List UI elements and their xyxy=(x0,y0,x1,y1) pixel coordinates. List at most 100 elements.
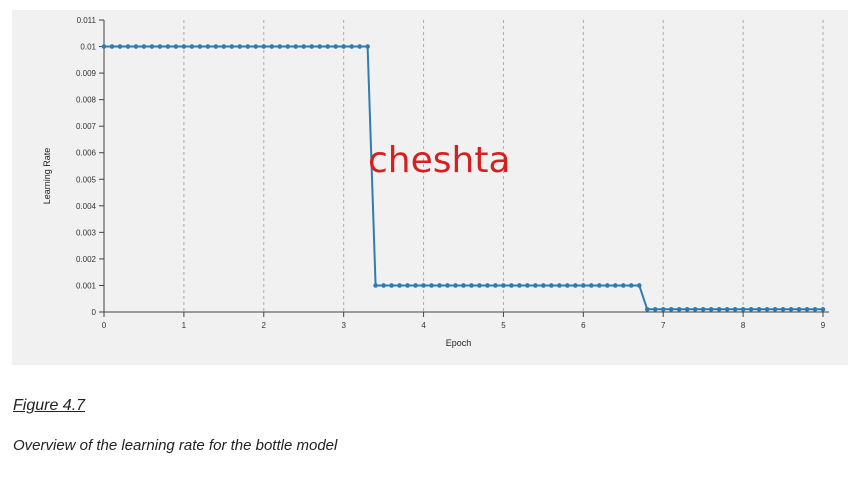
data-point xyxy=(413,283,418,288)
data-point xyxy=(740,307,746,312)
y-tick-label: 0.004 xyxy=(76,202,97,211)
data-point xyxy=(700,307,706,312)
data-point xyxy=(165,44,171,49)
y-tick-label: 0.008 xyxy=(76,96,97,105)
data-point xyxy=(117,44,123,49)
y-tick-label: 0 xyxy=(92,308,97,317)
y-tick-label: 0.009 xyxy=(76,69,97,78)
data-point xyxy=(565,283,570,288)
learning-rate-chart: 0 0.001 0.002 0.003 0.004 0.005 0.006 0.007 0.00… xyxy=(42,16,829,348)
y-axis-label: Learning Rate xyxy=(42,148,52,205)
data-point xyxy=(405,283,410,288)
data-point xyxy=(557,283,562,288)
data-point xyxy=(205,44,211,49)
x-axis-label: Epoch xyxy=(446,338,472,348)
data-point xyxy=(373,283,378,288)
data-point xyxy=(173,44,179,49)
figure-label: Figure 4.7 xyxy=(13,397,86,414)
data-point xyxy=(237,44,243,49)
data-point xyxy=(317,44,323,49)
data-point xyxy=(381,283,386,288)
data-point xyxy=(628,283,634,288)
data-point xyxy=(612,283,618,288)
grid-lines xyxy=(183,20,824,312)
data-point xyxy=(101,44,107,49)
data-point xyxy=(397,283,402,288)
data-point xyxy=(469,283,474,288)
data-point xyxy=(213,44,219,49)
data-point xyxy=(668,307,674,312)
data-point xyxy=(525,283,530,288)
x-tick-label: 0 xyxy=(102,321,107,330)
data-point xyxy=(780,307,786,312)
data-point xyxy=(293,44,299,49)
data-point xyxy=(493,283,498,288)
data-point xyxy=(133,44,139,49)
data-point xyxy=(533,283,538,288)
data-point xyxy=(357,44,362,49)
data-point xyxy=(509,283,514,288)
data-point xyxy=(756,307,762,312)
y-tick-label: 0.01 xyxy=(80,43,96,52)
data-point xyxy=(389,283,394,288)
data-point xyxy=(716,307,722,312)
data-point xyxy=(477,283,482,288)
data-point xyxy=(820,307,826,312)
data-point xyxy=(181,44,187,49)
y-axis: 0 0.001 0.002 0.003 0.004 0.005 0.006 0.007 0.00… xyxy=(76,16,105,317)
data-point xyxy=(589,283,594,288)
data-point xyxy=(724,307,730,312)
plot-area xyxy=(101,44,826,312)
data-point xyxy=(549,283,554,288)
data-point xyxy=(189,44,195,49)
data-point xyxy=(197,44,203,49)
data-point xyxy=(573,283,578,288)
data-point xyxy=(141,44,147,49)
data-point xyxy=(485,283,490,288)
data-point xyxy=(325,44,330,49)
data-point xyxy=(341,44,346,49)
data-point xyxy=(333,44,338,49)
data-point xyxy=(261,44,267,49)
x-tick-label: 6 xyxy=(581,321,586,330)
data-point xyxy=(461,283,466,288)
y-tick-label: 0.002 xyxy=(76,255,97,264)
y-tick-label: 0.001 xyxy=(76,281,97,290)
x-tick-label: 2 xyxy=(262,321,267,330)
y-tick-label: 0.003 xyxy=(76,228,97,237)
x-tick-label: 7 xyxy=(661,321,666,330)
data-point xyxy=(748,307,754,312)
data-point xyxy=(453,283,458,288)
data-point xyxy=(812,307,818,312)
data-point xyxy=(796,307,802,312)
x-tick-label: 1 xyxy=(182,321,187,330)
data-point xyxy=(788,307,794,312)
data-point xyxy=(285,44,291,49)
data-point xyxy=(445,283,450,288)
data-point xyxy=(157,44,163,49)
data-point xyxy=(349,44,354,49)
x-tick-label: 3 xyxy=(341,321,346,330)
chart-panel: 0 0.001 0.002 0.003 0.004 0.005 0.006 0.007 0.00… xyxy=(12,10,848,365)
data-point xyxy=(597,283,602,288)
x-tick-label: 5 xyxy=(501,321,506,330)
data-point xyxy=(365,44,370,49)
y-tick-label: 0.005 xyxy=(76,175,97,184)
data-point xyxy=(541,283,546,288)
data-point xyxy=(221,44,227,49)
data-point xyxy=(301,44,307,49)
data-point xyxy=(764,307,770,312)
data-point xyxy=(660,307,666,312)
data-point xyxy=(517,283,522,288)
data-point xyxy=(229,44,235,49)
x-tick-label: 9 xyxy=(821,321,826,330)
data-point xyxy=(804,307,810,312)
x-axis: 0 1 2 3 4 5 6 7 8 9 xyxy=(102,311,829,330)
data-point xyxy=(732,307,738,312)
data-point xyxy=(692,307,698,312)
figure-caption: Overview of the learning rate for the bo… xyxy=(13,437,338,454)
data-point xyxy=(437,283,442,288)
data-point xyxy=(269,44,275,49)
data-point xyxy=(684,307,690,312)
data-point xyxy=(620,283,626,288)
